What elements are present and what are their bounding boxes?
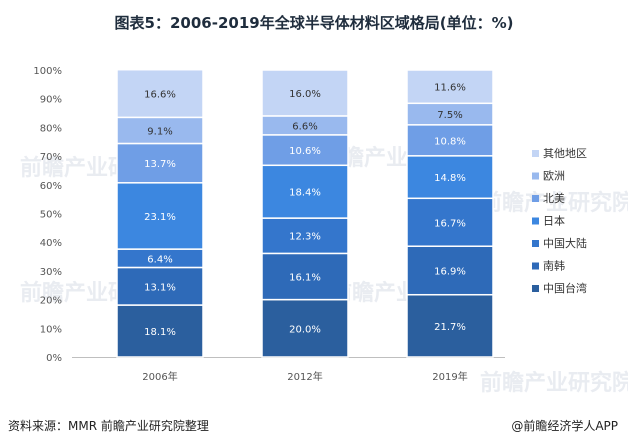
bar-segment bbox=[406, 155, 494, 200]
bar-segment bbox=[116, 304, 204, 358]
source-note: 资料来源：MMR 前瞻产业研究院整理 bbox=[8, 419, 209, 433]
bar-segment bbox=[116, 142, 204, 184]
data-label: 16.1% bbox=[289, 272, 321, 283]
watermark-text: 前瞻产业研究院 bbox=[480, 190, 628, 216]
legend-swatch bbox=[532, 172, 539, 180]
y-tick-label: 50% bbox=[40, 210, 62, 221]
y-tick-label: 70% bbox=[40, 152, 62, 163]
legend-label: 日本 bbox=[543, 214, 565, 228]
watermark-text: 前瞻产业研究院 bbox=[480, 370, 628, 396]
bar-segment bbox=[116, 68, 204, 119]
data-label: 12.3% bbox=[289, 232, 321, 243]
bar-segment bbox=[116, 266, 204, 306]
bar-segment bbox=[261, 252, 349, 301]
bar-segment bbox=[406, 69, 494, 105]
y-tick-label: 80% bbox=[40, 123, 62, 134]
chart-title: 图表5：2006-2019年全球半导体材料区域格局(单位：%) bbox=[114, 14, 514, 32]
bar-segment bbox=[406, 124, 494, 157]
bar-segment bbox=[406, 245, 494, 296]
y-tick-label: 60% bbox=[40, 181, 62, 192]
x-axis: 2006年 2012年 2019年 bbox=[142, 370, 467, 383]
data-label: 6.4% bbox=[147, 254, 172, 265]
y-tick-label: 30% bbox=[40, 267, 62, 278]
legend-swatch bbox=[532, 150, 539, 157]
legend-label: 其他地区 bbox=[543, 147, 587, 160]
data-labels: 18.1% 13.1% 6.4% 23.1% 13.7% 9.1% 16.6% 20.0% 16… bbox=[144, 83, 466, 338]
bars bbox=[116, 68, 494, 358]
bar-segment bbox=[116, 116, 204, 145]
data-label: 21.7% bbox=[434, 322, 466, 333]
data-label: 16.0% bbox=[289, 89, 321, 100]
bar-segment bbox=[261, 298, 349, 358]
data-label: 18.1% bbox=[144, 327, 176, 338]
brand-credit: @前瞻经济学人APP bbox=[511, 419, 618, 433]
legend-label: 中国台湾 bbox=[543, 281, 587, 295]
y-tick-label: 90% bbox=[40, 95, 62, 106]
data-label: 18.4% bbox=[289, 188, 321, 199]
data-label: 16.7% bbox=[434, 218, 466, 229]
data-label: 10.8% bbox=[434, 136, 466, 147]
y-tick-label: 20% bbox=[40, 296, 62, 307]
legend-label: 北美 bbox=[543, 192, 565, 205]
legend-label: 中国大陆 bbox=[543, 236, 587, 250]
data-label: 7.5% bbox=[437, 110, 462, 121]
legend-swatch bbox=[532, 285, 539, 292]
y-tick-label: 100% bbox=[33, 66, 62, 77]
bar-segment bbox=[406, 293, 494, 358]
x-tick-label: 2019年 bbox=[432, 370, 467, 383]
data-label: 16.6% bbox=[144, 90, 176, 101]
y-tick-label: 10% bbox=[40, 324, 62, 335]
data-label: 13.7% bbox=[144, 159, 176, 170]
data-label: 16.9% bbox=[434, 266, 466, 277]
bar-segment bbox=[261, 69, 349, 117]
y-tick-label: 0% bbox=[46, 353, 62, 364]
legend-swatch bbox=[532, 217, 539, 225]
legend-label: 欧洲 bbox=[543, 170, 565, 183]
data-label: 9.1% bbox=[147, 126, 172, 137]
legend-label: 南韩 bbox=[543, 259, 565, 273]
data-label: 23.1% bbox=[144, 212, 176, 223]
data-label: 6.6% bbox=[292, 121, 317, 132]
data-label: 14.8% bbox=[434, 173, 466, 184]
data-label: 20.0% bbox=[289, 324, 321, 335]
bar-segment bbox=[116, 182, 204, 250]
legend-swatch bbox=[532, 262, 539, 270]
data-label: 13.1% bbox=[144, 282, 176, 293]
x-tick-label: 2012年 bbox=[287, 370, 322, 383]
legend-swatch bbox=[532, 195, 539, 202]
bar-segment bbox=[261, 217, 349, 255]
legend-swatch bbox=[532, 240, 539, 247]
data-label: 10.6% bbox=[289, 146, 321, 157]
x-tick-label: 2006年 bbox=[142, 370, 177, 383]
data-label: 11.6% bbox=[434, 83, 466, 94]
y-tick-label: 40% bbox=[40, 238, 62, 249]
